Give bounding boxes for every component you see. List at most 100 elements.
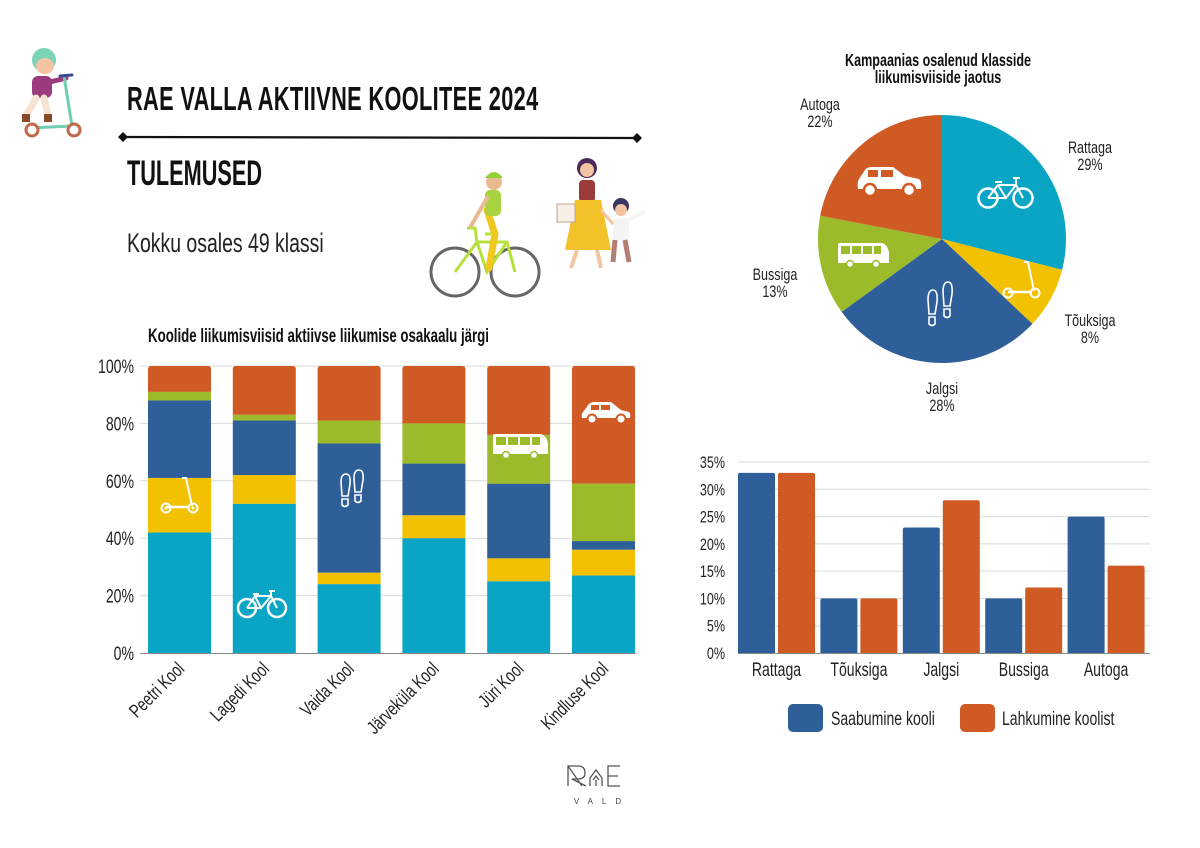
left-x-tick-label: Kindluse Kool — [537, 658, 613, 734]
bar-lahkumine — [1025, 587, 1063, 653]
section-title-text: TULEMUSED — [127, 154, 263, 193]
right-x-tick-label: Jalgsi — [923, 659, 959, 681]
legend-label-saabumine: Saabumine kooli — [831, 708, 935, 730]
rae-vald-logo: VALD — [567, 765, 630, 806]
logo-subtext: VALD — [574, 797, 630, 806]
pie-label-value: 22% — [807, 112, 832, 131]
bar-segment-autoga — [402, 366, 466, 424]
bar-segment-jalgsi — [148, 400, 211, 478]
bicycle-icon — [236, 590, 288, 619]
pie-label-name: Tõuksiga — [1065, 311, 1117, 330]
car-icon — [857, 167, 922, 198]
bar-segment-bussiga — [402, 423, 466, 464]
mother-child-figure — [556, 158, 645, 269]
bus-icon — [838, 243, 889, 269]
right-y-tick-label: 25% — [700, 508, 725, 527]
legend-label-lahkumine: Lahkumine koolist — [1002, 708, 1115, 730]
right-y-tick-label: 5% — [707, 617, 725, 636]
bar-segment-jalgsi — [572, 541, 635, 550]
bar-segment-autoga — [232, 366, 296, 415]
left-y-tick-label: 100% — [98, 356, 134, 378]
bar-segment-tõuksiga — [572, 549, 635, 576]
right-x-tick-label: Tõuksiga — [830, 659, 888, 681]
bar-segment-tõuksiga — [487, 558, 551, 582]
right-chart-x-axis: Rattaga Tõuksiga Jalgsi Bussiga Autoga — [752, 659, 1129, 681]
pie-label-name: Rattaga — [1068, 138, 1113, 157]
bar-lahkumine — [778, 472, 815, 653]
right-y-tick-label: 0% — [707, 644, 725, 663]
scooter-kid-illustration — [22, 48, 82, 138]
right-y-tick-label: 10% — [700, 590, 725, 609]
bar-saabumine — [820, 598, 858, 653]
pie-slice-jalgsi — [841, 239, 1033, 364]
page-title: RAE VALLA AKTIIVNE KOOLITEE 2024 — [127, 80, 751, 118]
pie-label-name: Autoga — [800, 95, 840, 114]
legend-swatch-saabumine — [788, 704, 823, 732]
left-x-tick-label: Peetri Kool — [125, 658, 189, 722]
right-y-tick-label: 15% — [700, 562, 725, 581]
bar-segment-jalgsi — [487, 483, 551, 559]
pie-label-value: 13% — [762, 282, 787, 301]
stacked-bar — [487, 366, 551, 653]
page-title-text: RAE VALLA AKTIIVNE KOOLITEE 2024 — [127, 80, 539, 117]
left-chart-grid — [140, 365, 636, 597]
left-y-tick-label: 60% — [106, 471, 134, 493]
scooter-kid-figure — [22, 48, 82, 138]
bar-lahkumine — [1107, 565, 1145, 653]
bar-segment-rattaga — [402, 538, 466, 653]
bar-segment-tõuksiga — [232, 475, 296, 504]
footprints-icon — [340, 469, 364, 508]
pie-slices — [818, 115, 1067, 364]
bar-saabumine — [738, 472, 775, 653]
bar-segment-bussiga — [572, 483, 635, 542]
bar-lahkumine — [860, 598, 898, 653]
bar-segment-rattaga — [572, 575, 635, 653]
left-x-tick-label: Vaida Kool — [296, 658, 359, 721]
stacked-bar — [148, 366, 211, 653]
right-y-tick-label: 30% — [700, 481, 725, 500]
pie-label-value: 29% — [1077, 155, 1102, 174]
right-x-tick-label: Autoga — [1084, 659, 1129, 681]
bus-icon — [493, 434, 548, 460]
bar-segment-tõuksiga — [148, 477, 211, 533]
stacked-bar — [402, 366, 466, 653]
family-illustration — [429, 158, 645, 298]
bar-segment-tõuksiga — [402, 515, 466, 539]
pie-label-name: Jalgsi — [926, 379, 958, 398]
pie-label-name: Bussiga — [753, 265, 798, 284]
bar-segment-jalgsi — [402, 463, 466, 516]
stacked-bar — [232, 366, 296, 653]
bar-segment-bussiga — [148, 391, 211, 401]
left-x-tick-label: Lagedi Kool — [206, 658, 274, 726]
stacked-bar — [317, 366, 381, 653]
bar-segment-jalgsi — [232, 420, 296, 476]
left-y-tick-label: 80% — [106, 413, 134, 435]
left-y-tick-label: 0% — [114, 643, 134, 665]
pie-slice-bussiga — [818, 215, 942, 312]
left-x-tick-label: Järveküla Kool — [363, 658, 443, 738]
right-y-tick-label: 35% — [700, 453, 725, 472]
bicycle-icon — [977, 177, 1034, 209]
section-title: TULEMUSED — [127, 154, 345, 194]
stacked-bar — [572, 366, 635, 653]
pie-slice-rattaga — [942, 115, 1067, 270]
pie-title-line-2: liikumisviiside jaotus — [875, 68, 1002, 88]
left-y-tick-label: 40% — [106, 528, 134, 550]
right-x-tick-label: Bussiga — [999, 659, 1050, 681]
divider-diamond-left — [118, 132, 128, 142]
bar-saabumine — [1067, 516, 1105, 653]
bar-segment-autoga — [487, 366, 551, 435]
left-chart-bars — [148, 366, 635, 653]
bar-segment-rattaga — [148, 532, 211, 653]
car-icon — [581, 402, 631, 425]
kick-scooter-icon — [160, 477, 199, 514]
bar-saabumine — [985, 598, 1023, 653]
bar-segment-bussiga — [232, 414, 296, 421]
divider-line — [122, 135, 638, 140]
pie-slice-autoga — [820, 115, 942, 239]
bar-segment-rattaga — [317, 584, 381, 653]
footprints-icon — [927, 281, 953, 327]
